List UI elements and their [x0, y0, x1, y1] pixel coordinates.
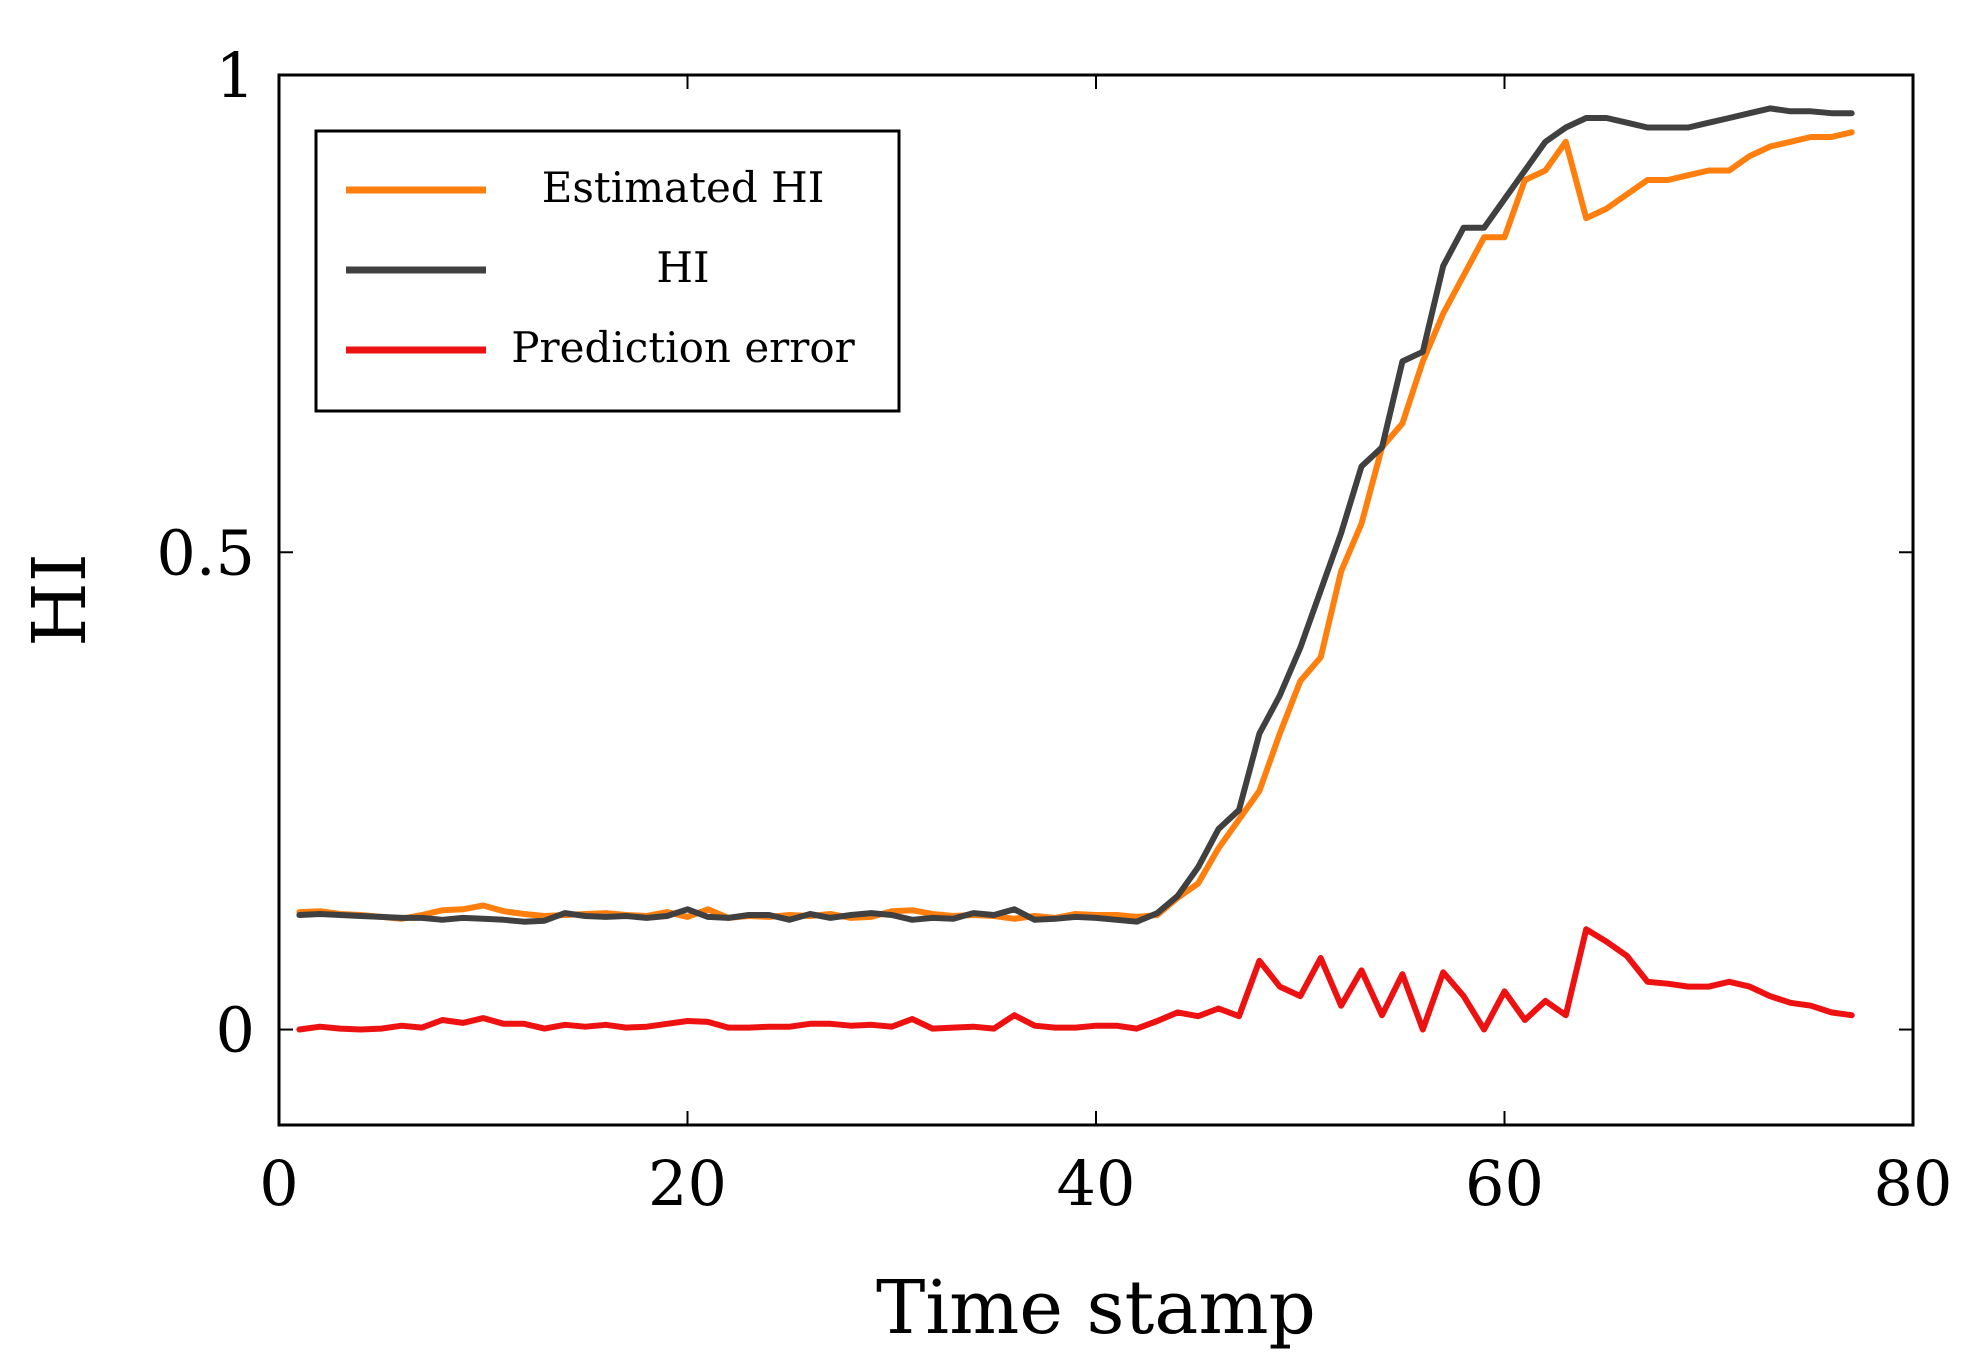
x-tick-label: 40 — [1057, 1147, 1136, 1220]
tick-labels: 0 20 40 60 80 0 0.5 1 — [156, 39, 1952, 1220]
x-axis-title: Time stamp — [876, 1265, 1316, 1351]
x-tick-label: 20 — [648, 1147, 727, 1220]
plot-frame — [277, 73, 1915, 1127]
series-line-prediction-error — [296, 926, 1855, 1033]
x-tick-label: 80 — [1874, 1147, 1953, 1220]
y-tick-label: 0.5 — [156, 516, 255, 589]
x-tick-label: 60 — [1465, 1147, 1544, 1220]
legend-label-prediction-error: Prediction error — [511, 323, 855, 372]
y-axis-title: HI — [17, 553, 103, 647]
legend: Estimated HI HI Prediction error — [314, 129, 901, 413]
series-lines — [296, 105, 1855, 1033]
y-tick-label: 1 — [216, 39, 255, 112]
y-tick-label: 0 — [216, 994, 255, 1067]
legend-label-hi: HI — [656, 243, 709, 292]
x-tick-label: 0 — [259, 1147, 298, 1220]
legend-label-estimated-hi: Estimated HI — [542, 163, 825, 212]
series-line-hi — [296, 105, 1855, 925]
